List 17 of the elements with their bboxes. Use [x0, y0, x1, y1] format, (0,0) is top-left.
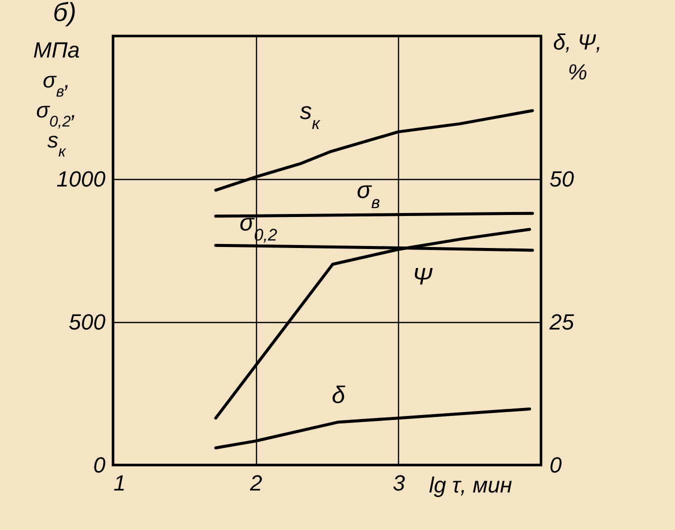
y2-axis-title: δ, Ψ, %: [553, 30, 602, 84]
y2-tick-label: 0: [550, 452, 562, 478]
y2-tick-label: 25: [548, 310, 575, 334]
x-tick-label: 2: [249, 470, 262, 496]
x-tick-label: 3: [392, 470, 406, 496]
chart-title: б): [53, 0, 76, 27]
series-label: Ψ: [412, 263, 434, 290]
y-tick-label: 0: [93, 452, 106, 478]
y-tick-label: 1000: [56, 166, 106, 192]
y-tick-label: 500: [68, 310, 106, 334]
x-axis-title: lg τ, мин: [428, 472, 512, 498]
series-label: s$_{к}$: [300, 98, 321, 132]
x-tick-label: 1: [114, 470, 126, 496]
series-label: σ$_{в}$: [356, 176, 380, 212]
series-label: δ: [332, 382, 346, 410]
y2-tick-label: 50: [550, 166, 575, 192]
text: МПа σ$_{в}$, σ$_{0,2}$, s$_{к}$: [33, 38, 80, 160]
